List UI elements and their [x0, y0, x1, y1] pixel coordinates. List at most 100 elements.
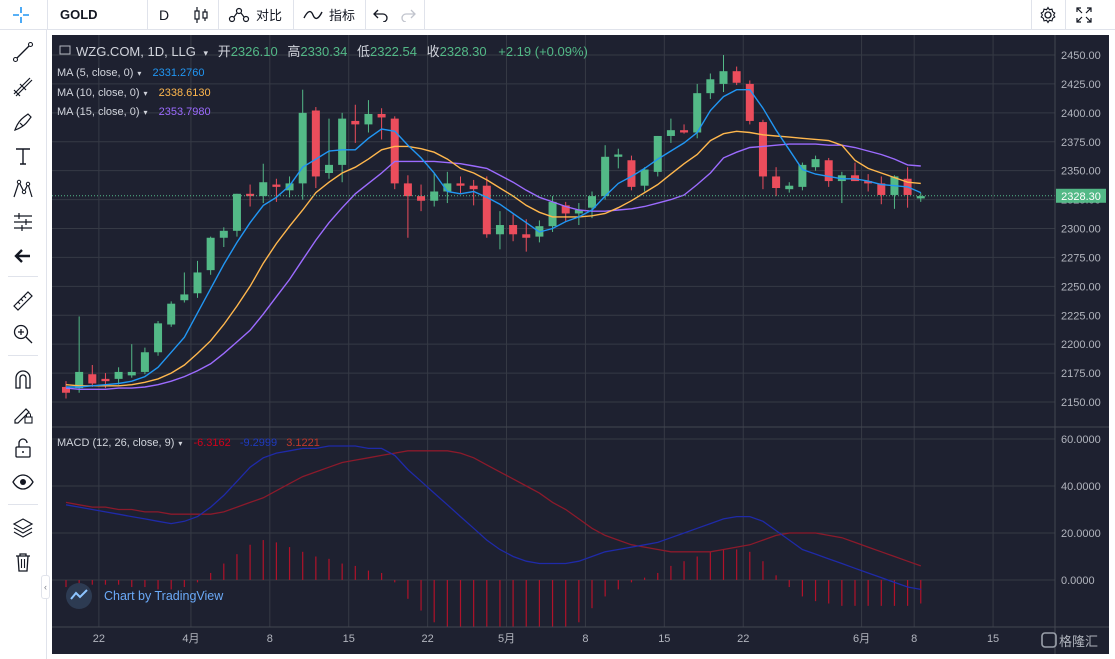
macd-pane [65, 445, 922, 627]
time-tick-label: 8 [582, 633, 588, 645]
candle-body [495, 225, 504, 235]
candle-body [811, 159, 820, 168]
ma10-value: 2338.6130 [159, 87, 211, 99]
macd-hist-value: -6.3162 [193, 437, 230, 449]
eye-icon[interactable] [9, 468, 37, 496]
candle-body [824, 160, 833, 182]
compare-icon[interactable] [227, 0, 251, 29]
macd-tick-label: 20.0000 [1061, 528, 1101, 540]
candle-body [719, 71, 728, 84]
candle-body [285, 183, 294, 191]
candle-body [522, 234, 531, 238]
time-tick-label: 15 [987, 633, 999, 645]
macd-tick-label: 0.0000 [1061, 575, 1095, 587]
candle-body [272, 184, 281, 187]
candle-body [456, 183, 465, 186]
indicators-icon[interactable] [302, 0, 324, 29]
candle-body [758, 122, 767, 177]
price-chart[interactable]: 2450.002425.002400.002375.002350.002325.… [52, 35, 1109, 654]
indicators-button[interactable]: 指标 [329, 8, 356, 23]
back-arrow-icon[interactable] [9, 242, 37, 270]
lock-drawings-pencil-icon[interactable] [9, 400, 37, 428]
candle-body [916, 196, 925, 199]
collapse-toolbar-chevron-icon[interactable]: ‹ [41, 575, 50, 599]
chart-area[interactable]: 2450.002425.002400.002375.002350.002325.… [52, 35, 1109, 654]
main-legend: WZG.COM, 1D, LLG ▾ 开2326.10 高2330.34 低23… [57, 44, 588, 449]
ma5-value: 2331.2760 [153, 67, 205, 79]
macd-tick-label: 60.0000 [1061, 434, 1101, 446]
time-tick-label: 22 [93, 633, 105, 645]
candle-body [693, 93, 702, 133]
candle-body [403, 183, 412, 197]
candle-body [772, 176, 781, 189]
collapse-legend-icon[interactable] [59, 45, 71, 55]
candle-body [877, 183, 886, 195]
candle-body [706, 79, 715, 94]
ruler-icon[interactable] [9, 287, 37, 315]
crosshair-icon[interactable] [10, 0, 32, 29]
close-label: 收 [427, 44, 440, 59]
fullscreen-icon[interactable] [1073, 0, 1095, 29]
tradingview-label: Chart by TradingView [104, 589, 224, 603]
time-tick-label: 15 [658, 633, 670, 645]
compare-button[interactable]: 对比 [256, 8, 283, 23]
magnet-icon[interactable] [9, 366, 37, 394]
zoom-in-icon[interactable] [9, 320, 37, 348]
candle-body [88, 374, 97, 384]
brush-icon[interactable] [9, 108, 37, 136]
undo-icon[interactable] [371, 0, 391, 29]
macd-axis[interactable]: 60.0000 40.0000 20.0000 0.0000 [1061, 434, 1101, 587]
interval-button[interactable]: D [159, 6, 170, 23]
pitchfork-icon[interactable] [9, 73, 37, 101]
price-tick-label: 2400.00 [1061, 108, 1101, 120]
candles-style-icon[interactable] [190, 0, 212, 29]
price-tick-label: 2300.00 [1061, 224, 1101, 236]
redo-icon[interactable] [398, 0, 418, 29]
candle-body [62, 386, 70, 393]
time-tick-label: 22 [737, 633, 749, 645]
ma5-line [66, 89, 922, 388]
ma10-legend[interactable]: MA (10, close, 0) ▾ 2338.6130 [57, 87, 211, 99]
settings-gear-icon[interactable] [1037, 0, 1059, 29]
text-tool-icon[interactable] [9, 142, 37, 170]
legend-dropdown-icon[interactable]: ▾ [204, 48, 209, 58]
time-tick-label: 22 [422, 633, 434, 645]
low-value: 2322.54 [370, 44, 417, 59]
ma5-legend[interactable]: MA (5, close, 0) ▾ 2331.2760 [57, 67, 205, 79]
layers-icon[interactable] [9, 514, 37, 542]
macd-legend[interactable]: MACD (12, 26, close, 9) ▾ -6.3162 -9.2999… [57, 437, 320, 449]
last-price-tag: 2328.30 [1056, 188, 1106, 203]
prediction-icon[interactable] [9, 208, 37, 236]
candle-body [338, 118, 347, 165]
candle-body [364, 113, 373, 125]
candle-body [732, 71, 741, 83]
price-tick-label: 2425.00 [1061, 79, 1101, 91]
left-toolbar: ‹ [0, 30, 50, 659]
candle-body [206, 237, 215, 271]
time-tick-label: 4月 [182, 633, 199, 645]
unlock-icon[interactable] [9, 434, 37, 462]
candle-body [640, 169, 649, 186]
candle-body [785, 185, 794, 190]
candle-body [75, 371, 84, 389]
ma15-legend[interactable]: MA (15, close, 0) ▾ 2353.7980 [57, 106, 211, 118]
trend-line-icon[interactable] [9, 38, 37, 66]
time-axis[interactable]: 22 4月 8 15 22 5月 8 15 22 6月 8 15 [93, 633, 999, 645]
tradingview-branding[interactable]: Chart by TradingView [66, 583, 224, 609]
symbol-search[interactable]: GOLD [60, 7, 98, 22]
candle-body [864, 181, 873, 184]
time-tick-label: 8 [911, 633, 917, 645]
pattern-icon[interactable] [9, 175, 37, 203]
price-axis[interactable]: 2450.002425.002400.002375.002350.002325.… [1061, 50, 1101, 409]
price-tick-label: 2225.00 [1061, 310, 1101, 322]
trash-icon[interactable] [9, 548, 37, 576]
ma10-line [65, 130, 921, 387]
open-label: 开 [218, 44, 231, 59]
high-label: 高 [287, 44, 300, 59]
macd-line [65, 445, 921, 591]
candle-body [417, 196, 426, 201]
candle-body [390, 118, 399, 184]
candle-body [680, 130, 689, 133]
candle-body [666, 130, 675, 136]
close-value: 2328.30 [440, 44, 487, 59]
